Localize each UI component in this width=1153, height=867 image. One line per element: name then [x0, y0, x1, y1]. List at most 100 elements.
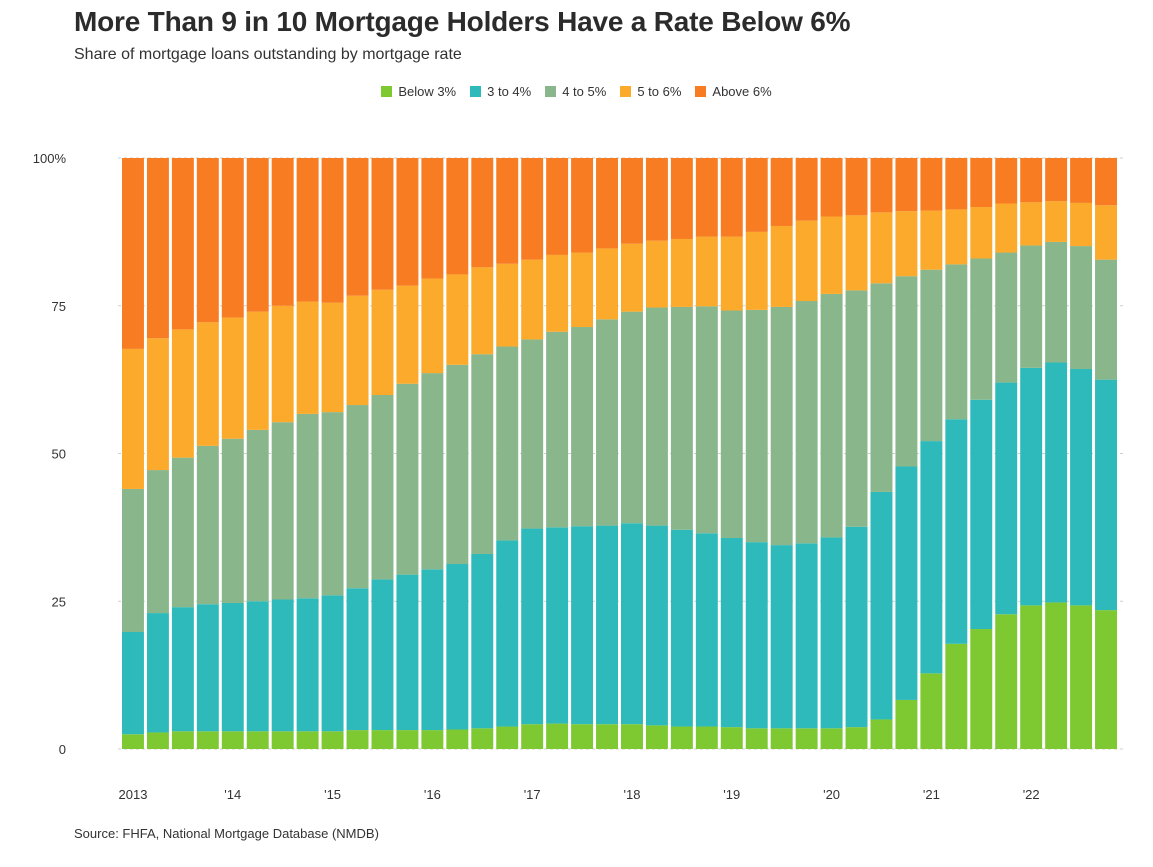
bar-segment	[446, 564, 469, 730]
y-tick-label: 100%	[33, 151, 67, 166]
bar-segment	[496, 726, 519, 749]
bar-segment	[870, 283, 893, 492]
bar-segment	[645, 240, 668, 308]
bar-segment	[920, 673, 943, 749]
bar-segment	[670, 238, 693, 307]
x-tick-label: '14	[224, 787, 241, 802]
bar-segment	[895, 211, 918, 277]
bar-segment	[146, 158, 169, 339]
bar-segment	[1045, 201, 1068, 242]
bar-segment	[571, 724, 594, 749]
bar-segment	[521, 158, 544, 260]
bar-segment	[1020, 605, 1043, 749]
bar-segment	[596, 158, 618, 249]
bar-segment	[745, 542, 768, 729]
bar-segment	[296, 301, 319, 414]
bar-segment	[770, 225, 793, 307]
bar-segment	[296, 598, 319, 732]
legend-label: 3 to 4%	[487, 84, 532, 99]
bar-segment	[196, 604, 219, 732]
bar-segment	[271, 731, 294, 749]
bar-segment	[496, 263, 519, 347]
bar-segment	[670, 158, 693, 239]
bar-segment	[346, 405, 369, 589]
bar-segment	[1045, 362, 1068, 603]
bar-segment	[845, 526, 868, 728]
bar-segment	[1070, 246, 1093, 369]
bar-segment	[895, 158, 918, 212]
bar-segment	[1070, 605, 1093, 749]
x-tick-label: '21	[923, 787, 940, 802]
bar-segment	[820, 216, 843, 294]
bar-segment	[296, 158, 319, 302]
legend-item-3-to-4: 3 to 4%	[470, 84, 531, 99]
bar-segment	[1020, 245, 1043, 368]
bar-segment	[571, 158, 594, 253]
bar-segment	[970, 207, 993, 259]
bar-segment	[221, 731, 244, 749]
y-tick-label: 50	[52, 447, 66, 462]
bar-segment	[246, 158, 269, 312]
bar-segment	[546, 723, 569, 749]
bar-segment	[945, 158, 968, 210]
bar-segment	[446, 158, 469, 275]
y-tick-label: 25	[52, 594, 66, 609]
bar-segment	[621, 243, 643, 312]
bar-segment	[895, 276, 918, 467]
bar-segment	[321, 595, 344, 732]
bar-segment	[995, 252, 1018, 383]
legend-item-5-to-6: 5 to 6%	[620, 84, 681, 99]
bar-segment	[396, 285, 419, 384]
bar-segment	[321, 412, 344, 596]
bar-segment	[122, 158, 144, 349]
bar-segment	[271, 158, 294, 306]
bar-segment	[870, 719, 893, 749]
bar-segment	[221, 158, 244, 318]
bar-segment	[645, 307, 668, 526]
legend-swatch	[470, 86, 482, 97]
legend-swatch	[620, 86, 632, 97]
bar-segment	[122, 734, 144, 749]
bar-segment	[521, 528, 544, 725]
x-axis: 2013 '14 '15 '16 '17 '18 '19 '20 '21 '22	[119, 787, 1040, 802]
bar-segment	[1020, 367, 1043, 606]
bar-segment	[471, 553, 494, 729]
legend-label: 5 to 6%	[637, 84, 682, 99]
bar-segment	[371, 289, 394, 395]
bar-segment	[321, 158, 344, 303]
bar-segment	[246, 429, 269, 602]
bar-segment	[1070, 158, 1093, 203]
x-tick-label: '19	[723, 787, 740, 802]
bar-segment	[770, 545, 793, 729]
chart-subtitle: Share of mortgage loans outstanding by m…	[74, 46, 462, 63]
bar-segment	[770, 158, 793, 226]
bar-segment	[820, 293, 843, 538]
legend-item-4-to-5: 4 to 5%	[545, 84, 606, 99]
bar-segment	[421, 569, 444, 731]
bar-segment	[521, 724, 544, 749]
bar-segment	[995, 614, 1018, 749]
bar-segment	[421, 373, 444, 570]
bar-segment	[720, 158, 743, 237]
bar-segment	[196, 731, 219, 749]
bar-segment	[446, 729, 469, 749]
bar-segment	[645, 158, 668, 241]
legend-label: Below 3%	[398, 84, 457, 99]
bar-segment	[396, 158, 419, 286]
bar-segment	[221, 603, 244, 732]
bar-segment	[795, 543, 818, 729]
x-tick-label: '22	[1023, 787, 1040, 802]
bar-segment	[1020, 158, 1043, 203]
bar-segment	[321, 302, 344, 413]
bar-segment	[371, 158, 394, 290]
legend-item-below-3: Below 3%	[381, 84, 456, 99]
bar-segment	[371, 730, 394, 749]
bar-segment	[695, 533, 718, 727]
x-tick-label: '20	[823, 787, 840, 802]
bar-segment	[695, 236, 718, 307]
bar-segment	[496, 540, 519, 727]
bar-segment	[421, 730, 444, 749]
chart-legend: Below 3% 3 to 4% 4 to 5% 5 to 6% Above 6…	[0, 84, 1153, 99]
bar-segment	[221, 317, 244, 439]
legend-swatch	[381, 86, 393, 97]
